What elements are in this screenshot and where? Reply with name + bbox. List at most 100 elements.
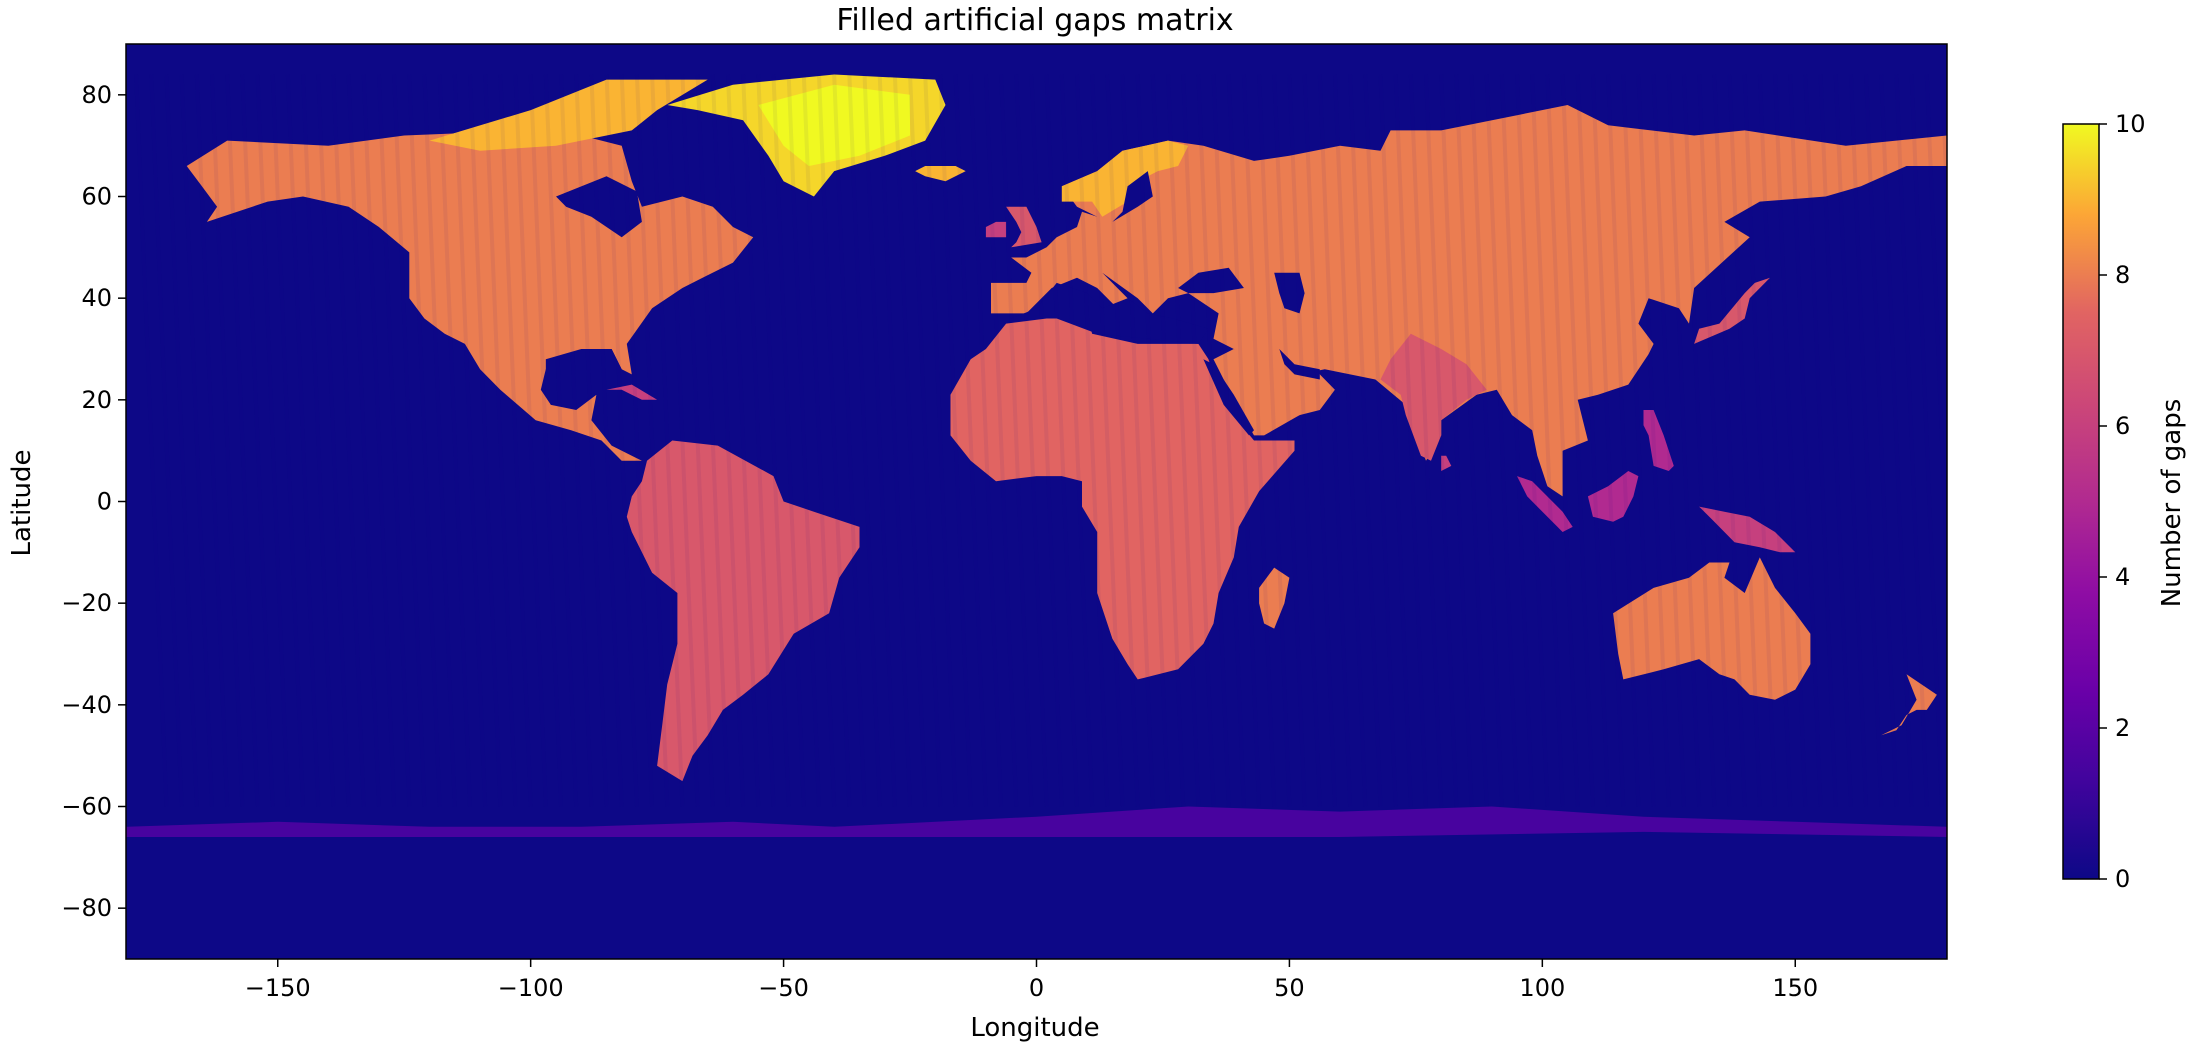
region-gulf-of-california	[454, 343, 486, 385]
region-iceland	[915, 166, 966, 182]
region-australia	[1613, 557, 1811, 700]
region-sri-lanka	[1441, 455, 1452, 471]
stripe	[1317, 74, 1353, 807]
stripe	[1348, 74, 1383, 807]
stripe	[1287, 74, 1322, 807]
stripe	[1378, 74, 1413, 807]
stripe	[710, 74, 746, 807]
colorbar-tick-label: 2	[2115, 714, 2130, 742]
stripe	[559, 74, 594, 807]
plot-area	[126, 44, 1947, 959]
stripe	[1484, 74, 1520, 807]
colorbar-label: Number of gaps	[2157, 399, 2187, 608]
region-borneo	[1587, 471, 1639, 522]
stripe	[1059, 74, 1095, 807]
stripe	[741, 74, 776, 807]
stripe	[604, 74, 639, 807]
region-black-sea	[1178, 267, 1244, 294]
region-united-kingdom	[1006, 206, 1042, 248]
stripe	[1788, 74, 1823, 807]
stripe	[589, 74, 624, 807]
stripe	[255, 74, 290, 807]
stripe	[756, 74, 791, 807]
stripe	[452, 74, 488, 807]
stripe	[1120, 74, 1155, 807]
stripe	[923, 74, 958, 807]
colorbar: 0 2 4 6 8 10 Number of gaps	[2062, 110, 2187, 893]
x-tick-label: 100	[1519, 974, 1565, 1002]
region-hudson-bay	[556, 176, 642, 238]
stripe	[1499, 74, 1535, 807]
y-tick-label: 0	[97, 488, 112, 516]
stripe	[1272, 74, 1307, 807]
stripe	[392, 74, 427, 807]
stripe	[1833, 74, 1869, 807]
region-mediterranean	[1011, 282, 1209, 344]
stripe	[908, 74, 943, 807]
stripe	[1408, 74, 1444, 807]
region-new-guinea	[1699, 506, 1796, 553]
stripe	[513, 74, 548, 807]
stripe	[1241, 74, 1277, 807]
stripe	[1181, 74, 1216, 807]
stripe	[1530, 74, 1565, 807]
stripe	[149, 74, 184, 807]
stripe	[771, 74, 806, 807]
stripe	[1545, 74, 1580, 807]
stripe	[862, 74, 897, 807]
colorbar-tick-label: 8	[2115, 261, 2130, 289]
y-tick-label: −60	[61, 793, 112, 821]
y-tick-label: 20	[81, 386, 112, 414]
region-cuba	[606, 384, 658, 400]
stripe	[877, 74, 913, 807]
stripe	[164, 74, 199, 807]
region-eurasia	[991, 105, 1947, 497]
stripe	[498, 74, 533, 807]
stripe	[1803, 74, 1838, 807]
stripe	[1560, 74, 1595, 807]
x-tick-label: −100	[498, 974, 564, 1002]
stripe	[1469, 74, 1504, 807]
stripe	[376, 74, 412, 807]
stripe	[240, 74, 275, 807]
colorbar-tick-label: 0	[2115, 865, 2130, 893]
region-persian-gulf	[1279, 349, 1320, 380]
region-south-america	[626, 440, 860, 782]
stripe	[892, 74, 928, 807]
stripe	[346, 74, 381, 807]
stripe	[1879, 74, 1914, 807]
stripe	[1393, 74, 1428, 807]
stripe	[1150, 74, 1186, 807]
stripe	[331, 74, 366, 807]
stripe	[1074, 74, 1110, 807]
x-axis-ticks: −150 −100 −50 0 50 100 150	[245, 959, 1818, 1002]
colorbar-ticks: 0 2 4 6 8 10	[2099, 110, 2146, 893]
stripe	[1742, 74, 1778, 807]
stripe	[619, 74, 655, 807]
colorbar-tick-label: 6	[2115, 412, 2130, 440]
stripe	[1909, 74, 1944, 807]
stripe	[816, 74, 852, 807]
stripe	[1848, 74, 1884, 807]
region-caspian-sea	[1274, 272, 1305, 314]
orbit-stripes	[134, 74, 1947, 807]
stripe	[634, 74, 670, 807]
colorbar-tick-label: 4	[2115, 563, 2130, 591]
stripe	[999, 74, 1034, 807]
stripe	[847, 74, 882, 807]
x-tick-label: 50	[1274, 974, 1305, 1002]
stripe	[1651, 74, 1686, 807]
stripe	[1105, 74, 1140, 807]
stripe	[1211, 74, 1246, 807]
stripe	[574, 74, 609, 807]
y-axis-ticks: 80 60 40 20 0 −20 −40 −60 −80	[61, 81, 126, 922]
stripe	[437, 74, 472, 807]
stripe	[270, 74, 306, 807]
region-japan	[1694, 277, 1770, 344]
y-tick-label: −20	[61, 589, 112, 617]
stripe	[938, 74, 973, 807]
stripe	[422, 74, 457, 807]
x-tick-label: −150	[245, 974, 311, 1002]
y-tick-label: 80	[81, 81, 112, 109]
stripe	[1135, 74, 1171, 807]
